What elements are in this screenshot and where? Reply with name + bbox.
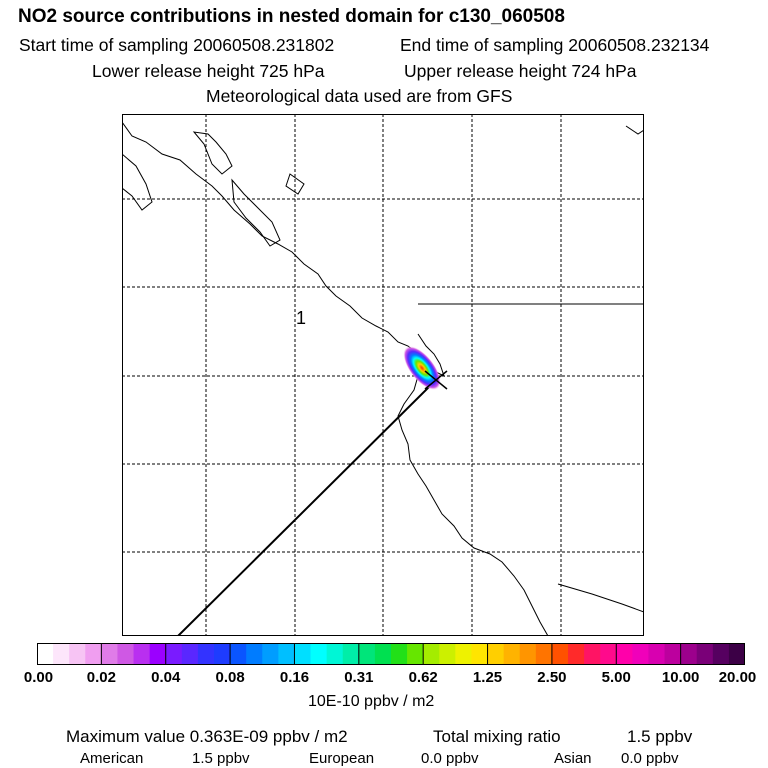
colorbar-cell (471, 643, 489, 665)
map-frame (122, 114, 644, 636)
colorbar-tick-label: 10.00 (661, 669, 700, 686)
colorbar-cell (584, 643, 601, 665)
colorbar-unit-label: 10E-10 ppbv / m2 (308, 693, 435, 710)
colorbar-cell (149, 643, 167, 665)
colorbar-tick-label: 0.62 (408, 669, 438, 686)
colorbar-tick-label: 0.04 (151, 669, 181, 686)
source-asian-value: 0.0 ppbv (621, 750, 679, 767)
colorbar-cell (165, 643, 183, 665)
source-european-value: 0.0 ppbv (421, 750, 479, 767)
source-asian-name: Asian (554, 750, 592, 767)
colorbar-cell (535, 643, 553, 665)
maximum-value-label: Maximum value 0.363E-09 ppbv / m2 (66, 727, 348, 746)
total-mixing-ratio-value: 1.5 ppbv (627, 727, 693, 746)
colorbar-cell (407, 643, 424, 665)
upper-height-label: Upper release height 724 hPa (404, 61, 637, 81)
colorbar-tick-label: 0.08 (215, 669, 245, 686)
colorbar-cell (664, 643, 682, 665)
grid-lines (122, 114, 644, 636)
colorbar-cell (519, 643, 537, 665)
colorbar-cell (632, 643, 649, 665)
start-time-label: Start time of sampling 20060508.231802 (19, 35, 335, 55)
colorbar-cell (181, 643, 199, 665)
colorbar-cell (374, 643, 392, 665)
lower-height-label: Lower release height 725 hPa (92, 61, 325, 81)
colorbar-tick-label: 0.00 (23, 669, 54, 686)
region-marker-label: 1 (296, 308, 306, 328)
colorbar-cell (680, 643, 698, 665)
end-time-label: End time of sampling 20060508.232134 (400, 35, 710, 55)
colorbar-cell (294, 643, 312, 665)
colorbar-cell (326, 643, 344, 665)
total-mixing-ratio-label: Total mixing ratio (433, 727, 561, 746)
colorbar (37, 643, 745, 665)
colorbar-cell (568, 643, 585, 665)
source-european-name: European (309, 750, 375, 767)
colorbar-tick-label: 0.16 (279, 669, 310, 686)
colorbar-cell (214, 643, 231, 665)
colorbar-cell (358, 643, 376, 665)
no2-plume (403, 346, 441, 390)
colorbar-tick-label: 0.31 (344, 669, 374, 686)
colorbar-cell (712, 643, 730, 665)
source-american-name: American (80, 750, 144, 767)
colorbar-cell (230, 643, 247, 665)
colorbar-cell (696, 643, 714, 665)
map-panel: 1 (122, 114, 644, 636)
colorbar-cell (85, 643, 102, 665)
colorbar-tick-label: 1.25 (472, 669, 503, 686)
colorbar-cell (246, 643, 263, 665)
colorbar-cell (69, 643, 86, 665)
colorbar-cell (391, 643, 408, 665)
colorbar-cell (551, 643, 569, 665)
source-american-value: 1.5 ppbv (192, 750, 250, 767)
colorbar-cell (728, 643, 745, 665)
colorbar-cell (342, 643, 360, 665)
release-point-marker (424, 370, 448, 390)
plot-title: NO2 source contributions in nested domai… (18, 6, 565, 27)
colorbar-cell (37, 643, 54, 665)
colorbar-tick-label: 2.50 (537, 669, 567, 686)
colorbar-cell (439, 643, 456, 665)
colorbar-cell (455, 643, 472, 665)
colorbar-cell (197, 643, 215, 665)
colorbar-tick-label: 20.00 (718, 669, 757, 686)
colorbar-tick-label: 5.00 (601, 669, 631, 686)
flight-track (177, 379, 437, 636)
colorbar-cell (262, 643, 279, 665)
colorbar-cell (278, 643, 295, 665)
colorbar-cell (310, 643, 328, 665)
colorbar-tick-label: 0.02 (86, 669, 116, 686)
colorbar-cell (503, 643, 521, 665)
colorbar-cell (101, 643, 118, 665)
colorbar-cell (616, 643, 633, 665)
colorbar-cell (487, 643, 505, 665)
colorbar-cell (53, 643, 70, 665)
colorbar-cell (117, 643, 135, 665)
met-data-label: Meteorological data used are from GFS (206, 86, 513, 106)
colorbar-cell (600, 643, 617, 665)
colorbar-cell (648, 643, 666, 665)
colorbar-cell (133, 643, 151, 665)
colorbar-cell (423, 643, 440, 665)
